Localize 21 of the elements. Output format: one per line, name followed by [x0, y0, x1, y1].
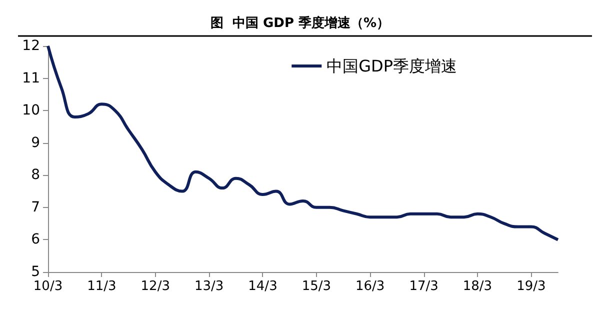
y-tick-label: 9	[31, 134, 40, 151]
y-tick-label: 5	[31, 264, 40, 280]
y-tick-label: 12	[22, 38, 40, 54]
x-tick-label: 18/3	[462, 279, 492, 294]
x-tick-label: 16/3	[356, 279, 385, 294]
y-tick-label: 6	[31, 232, 40, 248]
line-series	[46, 44, 560, 242]
y-tick-label: 8	[31, 167, 40, 184]
y-tick-label: 11	[22, 70, 40, 86]
x-tick-label: 11/3	[87, 279, 116, 294]
y-tick-label: 7	[31, 199, 40, 216]
x-tick-label: 19/3	[516, 279, 546, 294]
legend-label: 中国GDP季度增速	[326, 56, 458, 76]
x-tick-label: 15/3	[302, 279, 332, 294]
x-tick-label: 13/3	[194, 279, 224, 294]
x-tick-label: 14/3	[248, 279, 278, 294]
x-tick-label: 17/3	[409, 279, 438, 294]
chart-title: 图 中国 GDP 季度增速（%）	[210, 15, 390, 31]
y-tick-label: 10	[22, 102, 40, 119]
x-tick-label: 12/3	[140, 279, 170, 294]
x-tick-label: 10/3	[33, 279, 63, 294]
